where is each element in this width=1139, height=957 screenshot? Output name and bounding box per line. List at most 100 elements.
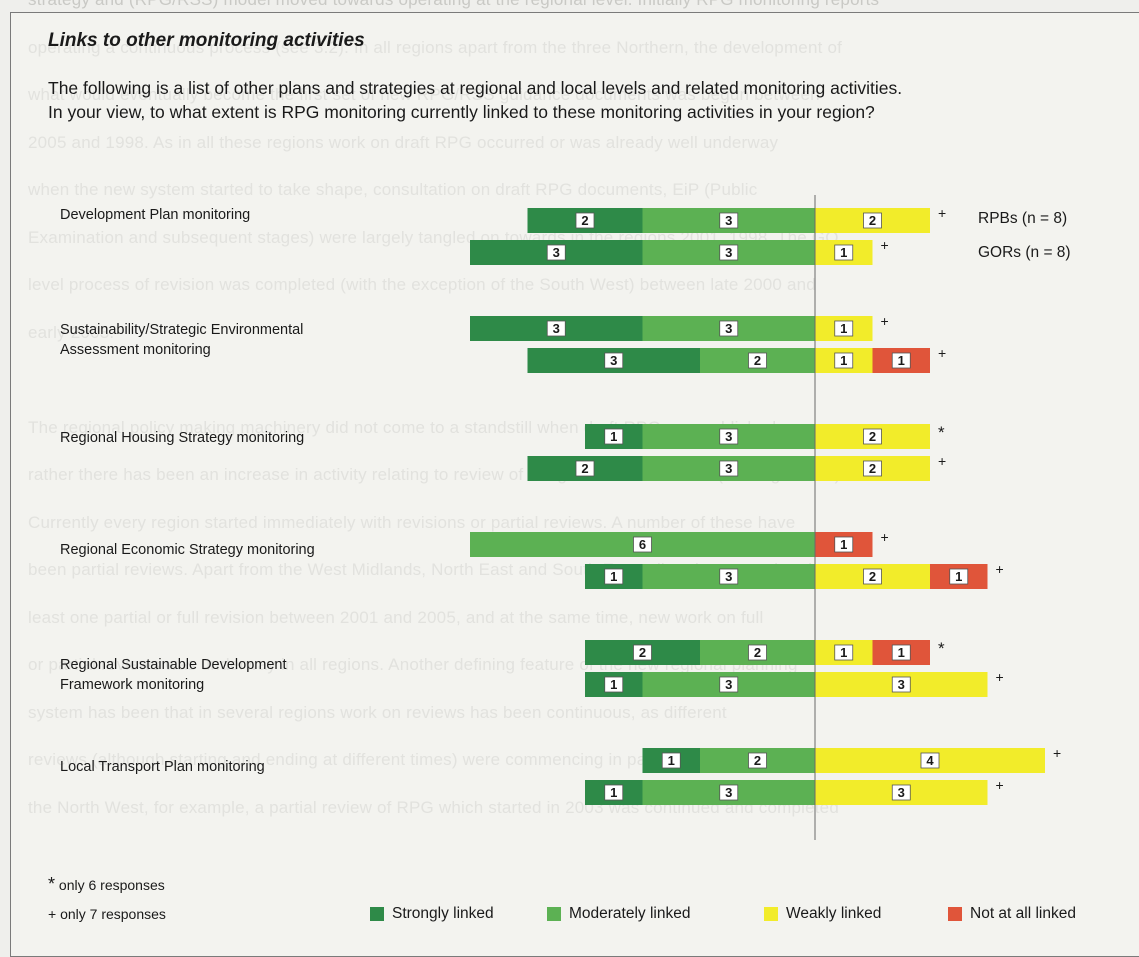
response-marker: + — [996, 777, 1004, 793]
data-label: 2 — [639, 645, 646, 660]
legend-not-at-all-linked: Not at all linked — [948, 905, 1076, 923]
category-label-line: Development Plan monitoring — [60, 207, 251, 223]
data-label-box — [719, 784, 739, 801]
data-label: 4 — [926, 753, 934, 768]
response-marker: + — [881, 313, 889, 329]
data-label: 1 — [898, 645, 905, 660]
data-label-box — [748, 644, 767, 661]
data-label-box — [719, 568, 739, 585]
legend-swatch-strongly — [370, 907, 384, 921]
legend-label-strongly: Strongly linked — [392, 905, 494, 922]
star-marker: * — [48, 874, 56, 894]
data-label: 1 — [840, 321, 847, 336]
data-label-box — [834, 244, 854, 261]
data-label-box — [891, 676, 911, 693]
data-label-box — [719, 212, 739, 229]
response-marker: * — [938, 639, 945, 658]
data-label-box — [546, 244, 566, 261]
data-label: 1 — [898, 353, 905, 368]
data-label-box — [920, 752, 940, 769]
data-label-box — [661, 752, 681, 769]
data-label-box — [633, 536, 652, 553]
category-label-line: Framework monitoring — [60, 677, 205, 693]
data-label-box — [546, 320, 566, 337]
data-label: 1 — [668, 753, 675, 768]
response-marker: + — [938, 205, 946, 221]
data-label: 1 — [840, 645, 847, 660]
data-label: 3 — [725, 245, 732, 260]
response-marker: + — [938, 453, 946, 469]
legend-swatch-not-at-all — [948, 907, 962, 921]
data-label-box — [748, 352, 767, 369]
data-label-box — [604, 676, 624, 693]
response-marker: * — [938, 423, 945, 442]
note-six-responses: * only 6 responses — [48, 874, 165, 895]
data-label: 3 — [725, 785, 732, 800]
note-seven-responses: + only 7 responses — [48, 906, 166, 922]
data-label: 3 — [898, 785, 905, 800]
response-marker: + — [938, 345, 946, 361]
response-marker: + — [996, 669, 1004, 685]
plus-marker: + — [48, 906, 57, 922]
category-label-line: Local Transport Plan monitoring — [60, 759, 265, 775]
data-label-box — [891, 352, 911, 369]
category-label: Development Plan monitoring — [60, 205, 250, 225]
data-label-box — [719, 244, 739, 261]
category-label: Local Transport Plan monitoring — [60, 757, 265, 777]
data-label: 3 — [725, 429, 732, 444]
data-label: 1 — [840, 537, 847, 552]
figure-title: Links to other monitoring activities — [48, 30, 365, 51]
intro-text-line-2: In your view, to what extent is RPG moni… — [48, 102, 875, 122]
data-label: 2 — [869, 429, 876, 444]
response-marker: + — [881, 529, 889, 545]
data-label: 2 — [869, 213, 876, 228]
data-label-box — [604, 352, 624, 369]
data-label-box — [863, 460, 882, 477]
data-label: 1 — [840, 353, 847, 368]
data-label-box — [719, 320, 739, 337]
data-label-box — [575, 460, 595, 477]
legend-label-not-at-all: Not at all linked — [970, 905, 1076, 922]
category-label: Regional Sustainable Development Framewor… — [60, 655, 287, 695]
category-label-line: Sustainability/Strategic Environmental — [60, 322, 304, 338]
group-label-rpbs: RPBs (n = 8) — [978, 210, 1068, 227]
data-label: 3 — [725, 461, 732, 476]
data-label: 3 — [898, 677, 905, 692]
data-label: 1 — [610, 429, 617, 444]
category-label-line: Regional Sustainable Development — [60, 657, 287, 673]
data-label-box — [891, 784, 911, 801]
data-label: 1 — [610, 785, 617, 800]
data-label: 6 — [639, 537, 646, 552]
data-label-box — [949, 568, 969, 585]
legend-moderately-linked: Moderately linked — [547, 905, 690, 923]
data-label-box — [891, 644, 911, 661]
data-label: 1 — [840, 245, 847, 260]
data-label: 3 — [725, 213, 732, 228]
category-label: Sustainability/Strategic Environmental As… — [60, 320, 303, 360]
data-label-box — [748, 752, 767, 769]
category-label-line: Regional Housing Strategy monitoring — [60, 430, 305, 446]
data-label: 1 — [955, 569, 962, 584]
data-label-box — [604, 784, 624, 801]
data-label: 2 — [869, 461, 876, 476]
data-label: 3 — [725, 321, 732, 336]
data-label: 3 — [725, 569, 732, 584]
data-label: 1 — [610, 569, 617, 584]
data-label-box — [719, 460, 739, 477]
data-label: 2 — [581, 461, 588, 476]
data-label: 2 — [581, 213, 588, 228]
data-label: 3 — [553, 321, 560, 336]
data-label: 3 — [610, 353, 617, 368]
category-label-line: Assessment monitoring — [60, 342, 211, 358]
data-label-box — [575, 212, 595, 229]
data-label: 3 — [553, 245, 560, 260]
category-label-line: Regional Economic Strategy monitoring — [60, 542, 315, 558]
response-marker: + — [1053, 745, 1061, 761]
legend-swatch-weakly — [764, 907, 778, 921]
group-label-gors: GORs (n = 8) — [978, 244, 1071, 261]
data-label-box — [834, 352, 854, 369]
data-label: 2 — [754, 645, 761, 660]
data-label-box — [863, 568, 882, 585]
data-label: 3 — [725, 677, 732, 692]
